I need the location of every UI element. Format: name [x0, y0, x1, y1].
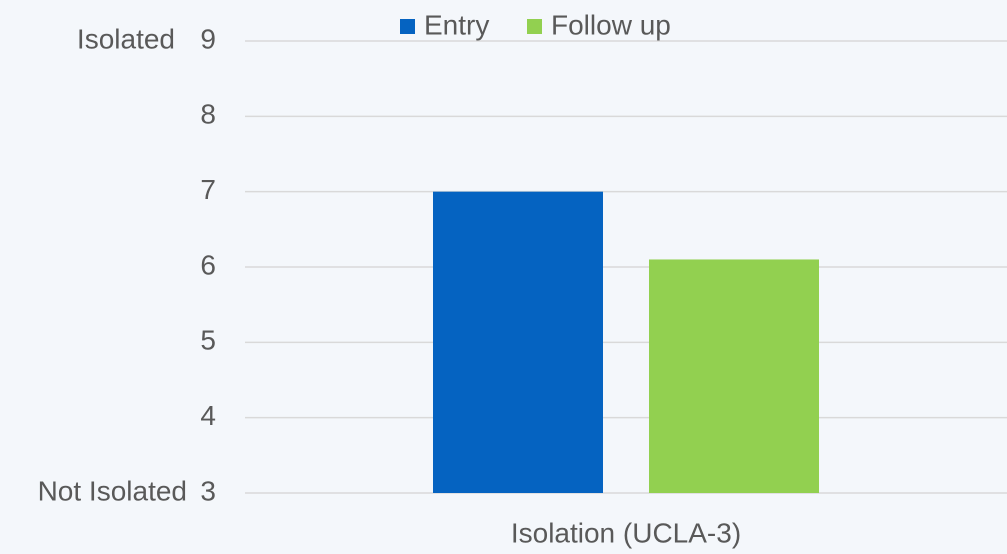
- y-end-label: Isolated: [77, 23, 175, 54]
- y-tick-label: 3: [200, 475, 216, 506]
- y-tick-label: 5: [200, 325, 216, 356]
- legend-label: Follow up: [551, 9, 671, 40]
- legend-swatch: [400, 19, 415, 34]
- y-tick-label: 6: [200, 249, 216, 280]
- y-tick-label: 4: [200, 400, 216, 431]
- bar: [433, 191, 603, 493]
- y-tick-label: 9: [200, 23, 216, 54]
- x-tick-label: Isolation (UCLA-3): [511, 517, 741, 548]
- legend-swatch: [527, 19, 542, 34]
- bar: [649, 259, 819, 493]
- y-end-label: Not Isolated: [38, 475, 187, 506]
- y-tick-label: 7: [200, 174, 216, 205]
- y-tick-label: 8: [200, 99, 216, 130]
- legend-label: Entry: [424, 9, 489, 40]
